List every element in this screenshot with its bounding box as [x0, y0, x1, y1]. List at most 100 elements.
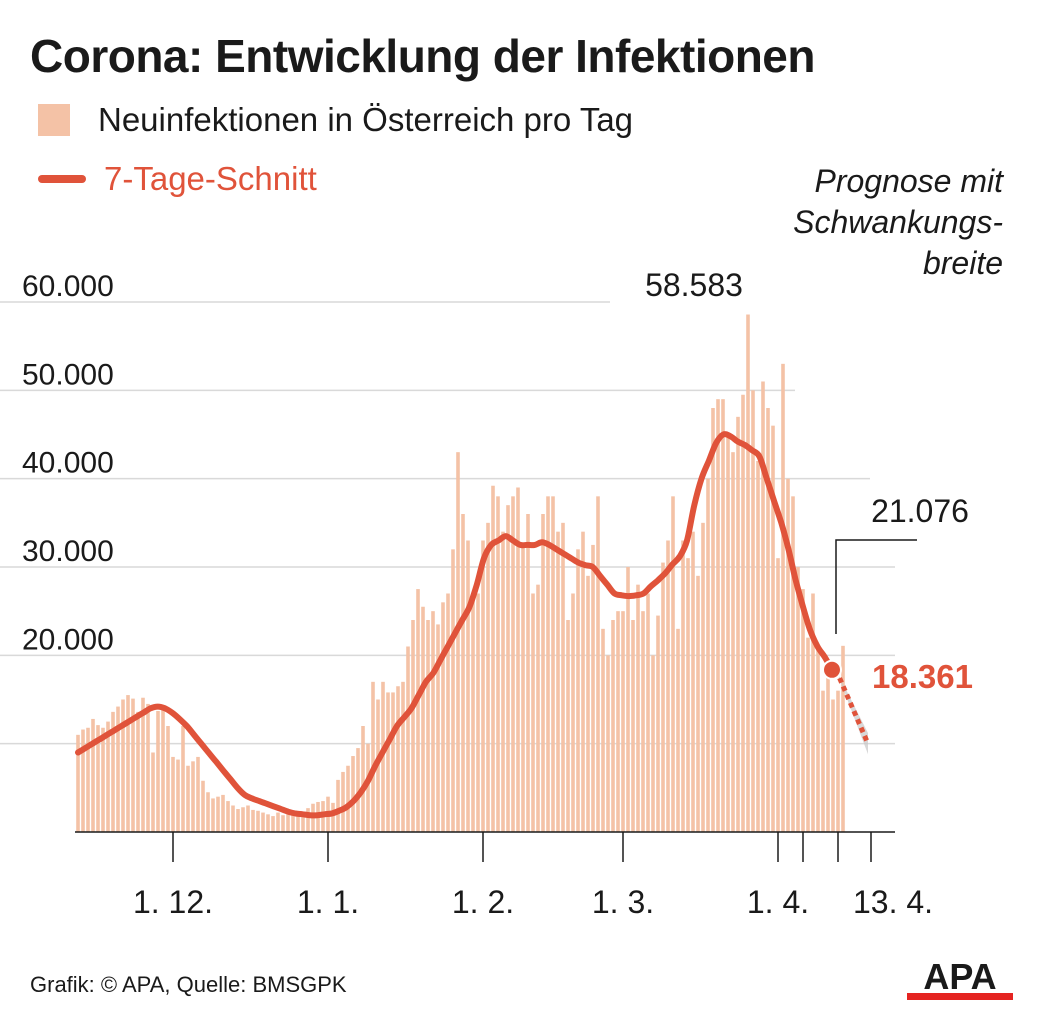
- data-bar: [651, 655, 655, 832]
- data-bar: [401, 681, 405, 832]
- average-value-label: 18.361: [872, 658, 973, 695]
- data-bar: [756, 461, 760, 832]
- legend-item-bars: Neuinfektionen in Österreich pro Tag: [38, 100, 633, 140]
- average-line: [75, 431, 842, 819]
- data-bar: [136, 711, 140, 832]
- data-bar: [576, 549, 580, 832]
- x-tick-label: 1. 4.: [747, 884, 809, 920]
- data-bar: [566, 620, 570, 832]
- data-bar: [161, 705, 165, 832]
- data-bar: [521, 544, 525, 832]
- data-bar: [661, 562, 665, 832]
- y-tick-label: 60.000: [22, 270, 114, 303]
- data-bar: [336, 779, 340, 832]
- legend-bar-swatch: [38, 104, 70, 136]
- data-bar: [701, 522, 705, 832]
- data-bar: [691, 531, 695, 832]
- data-bar: [211, 798, 215, 832]
- data-bar: [196, 756, 200, 832]
- data-bar: [206, 792, 210, 832]
- data-bar: [646, 593, 650, 832]
- forecast-note-line: Schwankungs-: [793, 204, 1003, 240]
- data-bar: [431, 611, 435, 832]
- legend-line-label: 7-Tage-Schnitt: [104, 160, 317, 197]
- x-tick-label: 1. 12.: [133, 884, 213, 920]
- data-bar: [546, 496, 550, 832]
- data-bar: [391, 692, 395, 832]
- data-bar: [371, 681, 375, 832]
- data-bar: [766, 408, 770, 832]
- data-bar: [551, 496, 555, 832]
- x-tick-label: 1. 1.: [297, 884, 359, 920]
- data-bar: [831, 699, 835, 832]
- source-footer: Grafik: © APA, Quelle: BMSGPK: [30, 972, 347, 997]
- legend-item-line: 7-Tage-Schnitt: [38, 159, 317, 199]
- forecast-note-line: Prognose mit: [814, 163, 1004, 199]
- data-bar: [491, 485, 495, 832]
- data-bar: [761, 381, 765, 832]
- data-bar: [541, 514, 545, 832]
- data-bar: [781, 363, 785, 832]
- last-average-point: [822, 659, 842, 680]
- data-bar: [721, 399, 725, 832]
- data-bar: [631, 620, 635, 832]
- data-bar: [671, 496, 675, 832]
- data-bar: [481, 540, 485, 832]
- data-bar: [711, 408, 715, 832]
- data-bar: [106, 721, 110, 832]
- forecast-band: [833, 668, 871, 755]
- data-bar: [411, 620, 415, 832]
- data-bar: [501, 531, 505, 832]
- data-bar: [726, 434, 730, 832]
- data-bar: [716, 399, 720, 832]
- forecast-line: [833, 668, 871, 745]
- data-bar: [746, 314, 750, 832]
- data-bar: [96, 725, 100, 832]
- data-bar: [221, 794, 225, 832]
- data-bar: [516, 487, 520, 832]
- data-bar: [636, 584, 640, 832]
- data-bar: [816, 646, 820, 832]
- data-bar: [451, 549, 455, 832]
- chart-bars: [76, 314, 845, 832]
- data-bar: [236, 809, 240, 832]
- data-bar: [276, 812, 280, 832]
- apa-logo-bar: [907, 993, 1013, 1000]
- data-bar: [191, 761, 195, 832]
- y-tick-label: 50.000: [22, 358, 114, 391]
- apa-logo-text: APA: [923, 956, 996, 997]
- data-bar: [171, 756, 175, 832]
- data-bar: [201, 780, 205, 832]
- data-bar: [676, 628, 680, 832]
- data-bar: [76, 734, 80, 832]
- legend-line-swatch: [38, 175, 86, 183]
- last-value-leader: [835, 539, 917, 634]
- apa-logo: APA: [907, 956, 1013, 1000]
- data-bar: [181, 726, 185, 832]
- legend-bars-label: Neuinfektionen in Österreich pro Tag: [98, 101, 634, 138]
- data-bar: [81, 729, 85, 832]
- data-bar: [291, 813, 295, 832]
- x-tick-label: 13. 4.: [853, 884, 933, 920]
- data-bar: [386, 692, 390, 832]
- data-bar: [531, 593, 535, 832]
- data-bar: [486, 522, 490, 832]
- data-bar: [176, 759, 180, 832]
- data-bar: [436, 624, 440, 832]
- data-bar: [351, 756, 355, 832]
- forecast-range: [836, 669, 868, 755]
- data-bar: [706, 478, 710, 832]
- data-bar: [506, 505, 510, 832]
- data-bar: [121, 699, 125, 832]
- data-bar: [341, 771, 345, 832]
- last-value-label: 21.076: [871, 493, 969, 529]
- data-bar: [441, 602, 445, 832]
- data-bar: [586, 575, 590, 832]
- data-bar: [476, 593, 480, 832]
- data-bar: [591, 544, 595, 832]
- data-bar: [751, 390, 755, 832]
- y-tick-label: 30.000: [22, 535, 114, 568]
- data-bar: [366, 743, 370, 832]
- data-bar: [801, 589, 805, 832]
- data-bar: [471, 597, 475, 832]
